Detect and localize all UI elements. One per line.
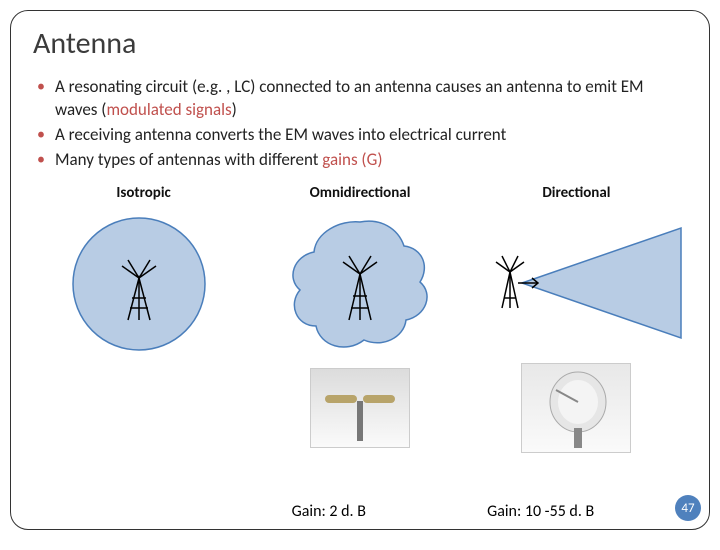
page-number: 47 (681, 501, 694, 516)
directional-svg (486, 208, 686, 358)
diagram-row: Isotropic (33, 184, 687, 458)
label-omnidirectional: Omnidirectional (310, 184, 411, 202)
bullet-list: A resonating circuit (e.g. , LC) connect… (37, 76, 687, 172)
label-directional: Directional (542, 184, 610, 202)
photo-directional (486, 358, 666, 458)
bullet-text-post: ) (232, 99, 237, 120)
omni-svg (270, 208, 450, 358)
bullet-text: A receiving antenna converts the EM wave… (55, 124, 506, 145)
photo-isotropic-empty (54, 358, 234, 458)
col-omnidirectional: Omnidirectional (253, 184, 466, 458)
slide-frame: Antenna A resonating circuit (e.g. , LC)… (10, 10, 710, 530)
dish-antenna-photo (521, 363, 631, 453)
bullet-item: A resonating circuit (e.g. , LC) connect… (37, 76, 687, 122)
photo-omnidirectional (270, 358, 450, 458)
gain-directional: Gain: 10 -55 d. B (435, 502, 647, 521)
gain-isotropic (11, 502, 223, 521)
label-isotropic: Isotropic (116, 184, 170, 202)
isotropic-svg (54, 208, 234, 358)
bullet-item: A receiving antenna converts the EM wave… (37, 124, 687, 147)
page-number-badge: 47 (675, 495, 701, 521)
col-isotropic: Isotropic (37, 184, 250, 458)
pattern-omnidirectional (270, 208, 450, 358)
slide-title: Antenna (33, 25, 687, 62)
gain-omnidirectional: Gain: 2 d. B (223, 502, 435, 521)
col-directional: Directional (470, 184, 683, 458)
gain-row: Gain: 2 d. B Gain: 10 -55 d. B (11, 502, 653, 521)
bullet-red: modulated signals (106, 99, 231, 120)
bullet-text: Many types of antennas with different (55, 149, 322, 170)
pattern-directional (486, 208, 666, 358)
pattern-isotropic (54, 208, 234, 358)
bullet-item: Many types of antennas with different ga… (37, 149, 687, 172)
bullet-red: gains (G) (322, 149, 382, 170)
omni-antenna-photo (310, 368, 410, 448)
